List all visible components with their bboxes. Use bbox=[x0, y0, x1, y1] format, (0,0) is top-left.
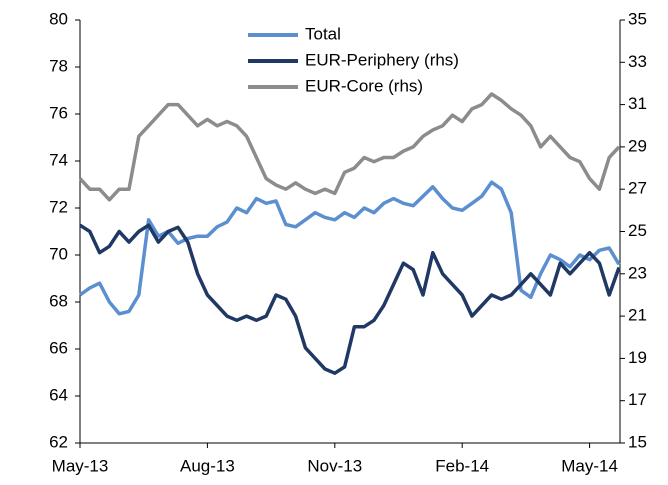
y-tick-label: 66 bbox=[49, 338, 68, 357]
y2-tick-label: 25 bbox=[628, 221, 647, 240]
y-tick-label: 70 bbox=[49, 244, 68, 263]
legend-label: EUR-Periphery (rhs) bbox=[305, 50, 459, 69]
y2-tick-label: 35 bbox=[628, 9, 647, 28]
y-tick-label: 80 bbox=[49, 9, 68, 28]
y-tick-label: 64 bbox=[49, 385, 68, 404]
y-tick-label: 74 bbox=[49, 150, 68, 169]
y-tick-label: 68 bbox=[49, 291, 68, 310]
y2-tick-label: 19 bbox=[628, 348, 647, 367]
y-tick-label: 78 bbox=[49, 56, 68, 75]
series-line bbox=[78, 92, 621, 202]
x-tick-label: May-14 bbox=[561, 456, 618, 475]
y-tick-label: 72 bbox=[49, 197, 68, 216]
series-line bbox=[78, 180, 621, 316]
y-tick-label: 76 bbox=[49, 103, 68, 122]
legend-label: Total bbox=[305, 24, 341, 43]
x-tick-label: Feb-14 bbox=[435, 456, 489, 475]
y2-tick-label: 33 bbox=[628, 52, 647, 71]
y2-tick-label: 23 bbox=[628, 263, 647, 282]
series-line bbox=[79, 223, 621, 375]
x-tick-label: Aug-13 bbox=[180, 456, 235, 475]
y2-tick-label: 29 bbox=[628, 136, 647, 155]
x-tick-label: May-13 bbox=[52, 456, 109, 475]
y2-tick-label: 15 bbox=[628, 432, 647, 451]
x-tick-label: Nov-13 bbox=[307, 456, 362, 475]
y2-tick-label: 21 bbox=[628, 306, 647, 325]
y2-tick-label: 17 bbox=[628, 390, 647, 409]
y2-tick-label: 27 bbox=[628, 179, 647, 198]
legend-label: EUR-Core (rhs) bbox=[305, 76, 423, 95]
y-tick-label: 62 bbox=[49, 432, 68, 451]
y2-tick-label: 31 bbox=[628, 94, 647, 113]
